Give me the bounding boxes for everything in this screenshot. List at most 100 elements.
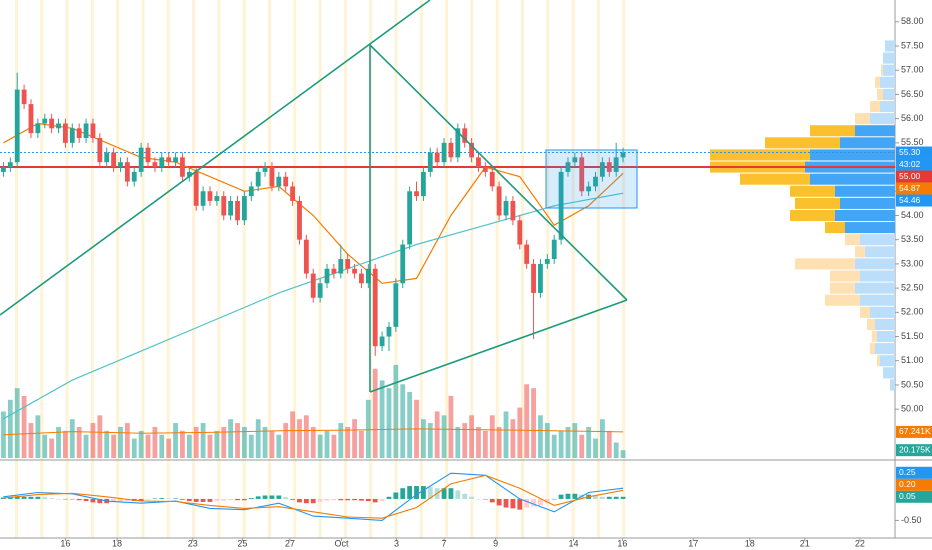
- volume-bar: [427, 423, 433, 458]
- macd-histogram: [124, 498, 130, 502]
- candle-body: [441, 142, 447, 163]
- x-tick-label: 27: [285, 538, 295, 548]
- volume-bar: [352, 419, 357, 458]
- y-tick-label: 53.50: [901, 234, 924, 244]
- price-tag-label: 54.46: [899, 195, 921, 205]
- macd-histogram: [593, 495, 598, 499]
- candle-body: [69, 128, 75, 143]
- volume-bar: [455, 426, 461, 458]
- candle-body: [14, 89, 20, 163]
- volume-bar: [118, 426, 123, 458]
- volume-bar: [138, 430, 144, 458]
- volume-bar: [620, 450, 626, 458]
- profile-up: [835, 209, 895, 222]
- profile-down: [877, 355, 880, 367]
- volume-bar: [517, 407, 523, 458]
- candle-body: [310, 273, 316, 298]
- candle-body: [62, 123, 68, 143]
- candle-body: [173, 157, 178, 163]
- candle-body: [462, 128, 468, 143]
- profile-up: [870, 113, 895, 125]
- profile-down: [810, 125, 855, 137]
- volume-bar: [228, 419, 234, 458]
- candle-body: [193, 171, 199, 206]
- volume-bar: [166, 438, 172, 458]
- volume-bar: [503, 411, 509, 458]
- macd-histogram: [269, 495, 275, 499]
- price-tag-label: 55.00: [899, 171, 921, 181]
- volume-bar: [489, 415, 495, 458]
- candle-body: [531, 263, 536, 293]
- macd-histogram: [338, 498, 344, 501]
- candle-body: [593, 176, 598, 187]
- candle-body: [620, 152, 626, 158]
- candle-body: [551, 239, 557, 260]
- candle-body: [83, 123, 89, 138]
- y-tick-label: 51.00: [901, 355, 924, 365]
- macd-histogram: [538, 498, 543, 506]
- macd-histogram: [235, 498, 240, 501]
- macd-histogram: [551, 498, 557, 500]
- volume-bar: [276, 434, 282, 458]
- macd-histogram: [606, 496, 612, 499]
- candle-body: [359, 273, 364, 284]
- session-stripe: [445, 0, 449, 538]
- candle-body: [248, 186, 254, 197]
- profile-up: [840, 137, 895, 149]
- macd-histogram: [503, 498, 509, 508]
- candle-body: [97, 138, 103, 163]
- candle-body: [400, 244, 406, 284]
- profile-up: [860, 234, 895, 246]
- candle-body: [290, 186, 296, 201]
- macd-histogram: [62, 498, 68, 500]
- drawings: [0, 0, 638, 393]
- macd-histogram: [138, 498, 144, 502]
- candle-body: [207, 191, 213, 201]
- x-tick-label: 3: [394, 538, 399, 548]
- volume-bar: [510, 419, 516, 458]
- x-tick-label: 9: [493, 538, 498, 548]
- profile-down: [875, 76, 880, 88]
- profile-up: [860, 294, 895, 306]
- candle-body: [152, 162, 158, 168]
- session-stripe: [217, 0, 221, 538]
- profile-up: [840, 197, 895, 209]
- profile-up: [883, 64, 895, 76]
- volume-bar: [565, 426, 571, 458]
- volume-bar: [200, 423, 206, 458]
- y-tick-label: 52.50: [901, 282, 924, 292]
- macd-histogram: [420, 486, 426, 499]
- candle-body: [28, 104, 34, 134]
- volume-bar: [303, 415, 309, 458]
- candle-body: [565, 162, 571, 172]
- profile-up: [883, 52, 895, 64]
- candle-body: [297, 200, 302, 240]
- macd-histogram: [21, 496, 27, 499]
- macd-histogram: [297, 498, 302, 503]
- candle-body: [180, 157, 185, 177]
- volume-bar: [111, 434, 117, 458]
- volume-bar: [359, 430, 364, 458]
- price-tag: [896, 146, 932, 159]
- macd-histogram: [324, 498, 330, 501]
- profile-up: [860, 270, 895, 282]
- macd-histogram: [317, 498, 323, 502]
- candle-body: [124, 162, 130, 182]
- volume-bar: [441, 415, 447, 458]
- candle-body: [7, 162, 13, 168]
- macd-histogram: [173, 498, 178, 499]
- macd-histogram: [572, 493, 578, 499]
- volume-ma: [3, 428, 624, 436]
- macd-histogram: [393, 492, 399, 499]
- volume-bar: [145, 434, 151, 458]
- profile-down: [765, 137, 840, 149]
- candle-body: [104, 152, 110, 163]
- volume-bar: [558, 430, 564, 458]
- price-tag-label: 67.241K: [899, 426, 931, 436]
- volume-bar: [69, 419, 75, 458]
- volume-bar: [152, 426, 158, 458]
- profile-down: [790, 185, 835, 197]
- volume-bar: [221, 426, 227, 458]
- session-stripe: [293, 0, 297, 538]
- macd-histogram: [496, 498, 502, 506]
